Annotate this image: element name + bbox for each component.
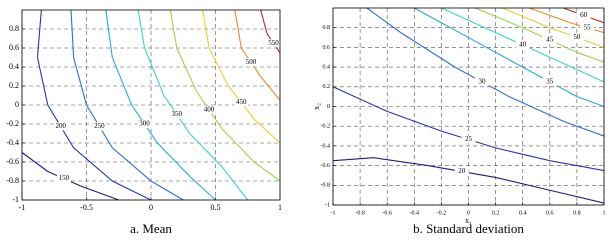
contour-label: 25	[465, 135, 473, 143]
plot-frame	[332, 7, 605, 206]
x-tick-label: 1	[603, 210, 606, 216]
y-tick-label: 0.6	[9, 43, 19, 52]
y-tick-label: 0.8	[9, 24, 19, 33]
x-tick-label: 0.4	[519, 210, 527, 216]
x-tick-label: 0	[149, 203, 153, 212]
label-backdrop	[569, 33, 584, 42]
x-tick-label: -0.8	[355, 210, 365, 216]
label-backdrop	[475, 77, 490, 86]
y-tick-label: -0.4	[321, 143, 331, 149]
contour-label: 30	[479, 77, 487, 85]
y-tick-label: 0.4	[9, 62, 19, 71]
label-backdrop	[56, 174, 71, 183]
label-backdrop	[234, 98, 249, 107]
label-backdrop	[266, 39, 281, 48]
label-backdrop	[580, 23, 595, 32]
contour-label: 60	[580, 11, 588, 19]
x-tick-label: -1	[19, 203, 26, 212]
contour-label: 45	[546, 36, 554, 44]
label-backdrop	[542, 77, 557, 86]
y-tick-label: -0.6	[6, 157, 19, 166]
label-backdrop	[542, 36, 557, 45]
y-tick-label: 0.8	[323, 25, 331, 31]
label-backdrop	[137, 120, 152, 128]
label-backdrop	[461, 135, 476, 144]
y-tick-label: 0	[327, 104, 330, 110]
contour-line	[234, 9, 281, 101]
y-tick-label: 0.6	[323, 45, 331, 51]
y-tick-label: -0.8	[6, 176, 19, 185]
y-tick-label: -0.2	[6, 119, 19, 128]
y-tick-label: -1	[12, 195, 19, 204]
contour-label: 200	[55, 122, 66, 130]
x-axis-label: x₁	[465, 216, 472, 225]
y-tick-label: 0	[15, 100, 19, 109]
contour-label: 450	[236, 98, 247, 106]
contour-label: 250	[94, 122, 105, 130]
y-tick-label: 0.4	[323, 64, 331, 70]
x-tick-label: -0.5	[80, 203, 93, 212]
contour-label: 20	[458, 167, 466, 175]
contour-label: 150	[59, 174, 70, 182]
label-backdrop	[515, 40, 530, 49]
contour-line	[202, 9, 281, 144]
y-tick-label: 0.2	[9, 81, 19, 90]
x-tick-label: 1	[278, 203, 282, 212]
contour-line	[502, 7, 605, 48]
contour-label: 35	[546, 77, 554, 85]
y-tick-label: -0.2	[321, 124, 331, 130]
contour-label: 350	[172, 110, 183, 118]
x-tick-label: -1	[331, 210, 336, 216]
caption: a. Mean	[130, 221, 172, 236]
contour-label: 40	[519, 41, 527, 49]
label-backdrop	[454, 167, 469, 176]
x-tick-label: -0.4	[410, 210, 420, 216]
x-tick-label: 0.8	[573, 210, 581, 216]
x-tick-label: 0.2	[492, 210, 500, 216]
label-backdrop	[202, 105, 217, 114]
contour-line	[169, 9, 281, 182]
contour-label: 400	[204, 105, 215, 113]
y-tick-label: 0.2	[323, 84, 331, 90]
caption: b. Standard deviation	[413, 221, 524, 236]
contour-label: 55	[584, 23, 592, 31]
label-backdrop	[53, 122, 68, 131]
plot-frame	[21, 9, 281, 201]
x-tick-label: -0.2	[437, 210, 447, 216]
y-axis-label: x₂	[312, 103, 321, 110]
contour-label: 500	[246, 58, 257, 66]
contour-line	[414, 7, 605, 108]
x-tick-label: 0.5	[211, 203, 221, 212]
y-tick-label: -1	[325, 202, 330, 208]
contour-label: 550	[268, 39, 279, 47]
contour-label: 300	[139, 120, 150, 128]
x-tick-label: 0	[467, 210, 470, 216]
label-backdrop	[576, 11, 591, 20]
contour-label: 50	[573, 33, 581, 41]
x-tick-label: 0.6	[546, 210, 554, 216]
label-backdrop	[169, 110, 184, 119]
y-tick-label: -0.6	[321, 163, 331, 169]
label-backdrop	[243, 58, 258, 67]
label-backdrop	[92, 122, 107, 131]
y-tick-label: -0.4	[6, 138, 19, 147]
x-tick-label: -0.6	[382, 210, 392, 216]
y-tick-label: -0.8	[321, 183, 331, 189]
